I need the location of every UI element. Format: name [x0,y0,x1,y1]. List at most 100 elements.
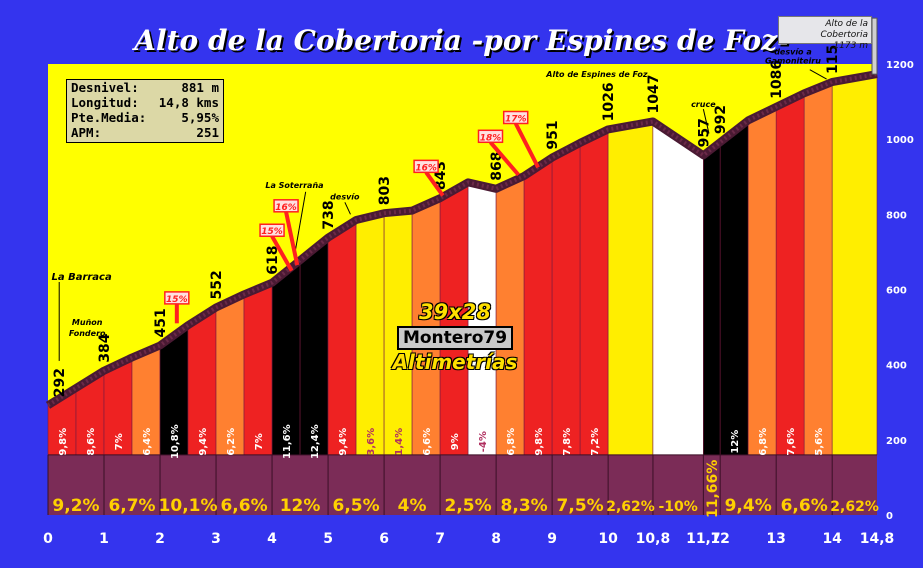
place-label: desvío [330,192,360,201]
stat-row: APM: 251 [67,125,223,140]
km-grade-label: 7,5% [557,496,604,516]
author-badge: Montero79 [396,326,514,350]
summit-altitude: 1173 m [833,41,868,51]
place-label: Alto de Espines de Foz [545,70,648,79]
place-label: La Barraca [51,272,112,283]
segment-grade-label: 6,4% [142,428,153,456]
steep-flag-label: 17% [505,114,527,124]
km-grade-label: 2,5% [445,496,492,516]
segment-grade-label: 6,8% [758,428,769,456]
segment-grade-label: 9% [450,433,461,450]
km-grade-label: 6,6% [781,496,828,516]
x-tick-label: 2 [155,531,165,547]
gradient-segment [607,121,654,456]
segment-grade-label: 6,2% [226,428,237,456]
km-grade-label: -10% [658,499,697,515]
altitude-label: 451 [153,308,169,337]
steep-flag-label: 15% [166,295,188,305]
stat-value: 14,8 kms [158,95,219,110]
km-grade-label: 9,4% [725,496,772,516]
gradient-segment [652,120,704,456]
km-grade-label: 6,5% [332,496,379,516]
steep-flag [273,199,299,213]
gradient-segment [747,106,777,456]
x-tick-label: 10,8 [636,531,671,547]
steep-flag-label: 15% [261,227,283,237]
segment-grade-label: 7,6% [786,428,797,456]
steep-flag-pole [424,171,445,197]
place-label: Fondero [69,329,106,338]
steep-flag-pole [270,235,294,272]
stat-row: Desnivel: 881 m [67,80,223,95]
place-label: cruce [691,100,716,109]
x-tick-label: 5 [323,531,333,547]
place-label: desvío a [774,48,812,57]
stat-value: 881 m [181,80,219,95]
steep-flag-label: 16% [415,163,437,173]
watermark: 39x28 Montero79 Altimetrías [380,300,530,374]
x-tick-label: 1 [99,531,109,547]
segment-grade-label: 9,8% [534,428,545,456]
km-grade-label: 4% [398,496,427,516]
km-grade-label: 6,6% [220,496,267,516]
x-tick-label: 14,8 [860,531,895,547]
altitude-label: 738 [321,200,337,229]
altitude-label: 868 [489,152,505,181]
y-tick-label: 1000 [886,135,914,146]
y-tick-label: 1200 [886,60,914,71]
x-tick-label: 11,7 [686,531,721,547]
segment-grade-label: -4% [478,431,489,452]
altitude-label: 1026 [601,82,617,121]
steep-flag-label: 16% [275,203,297,213]
x-tick-label: 4 [267,531,277,547]
x-tick-label: 12 [710,531,729,547]
stats-box: Desnivel: 881 m Longitud: 14,8 kms Pte.Med… [66,79,224,143]
steep-flag-label: 18% [480,133,502,143]
km-grade-label: 11,66% [705,460,721,518]
gradient-segment [551,142,581,456]
segment-grade-label: 11,6% [282,424,293,459]
gradient-segment [299,236,329,456]
gradient-segment [579,128,609,456]
altitude-label: 618 [265,246,281,275]
km-grade-label: 10,1% [159,496,218,516]
segment-grade-label: 7,8% [562,428,573,456]
summit-label-box: Alto de la Cobertoria 1173 m [778,16,872,51]
segment-grade-label: 10,8% [170,424,181,459]
gear-ratio: 39x28 [419,300,491,324]
x-tick-label: 10 [598,531,618,547]
altitude-label: 292 [52,368,68,397]
steep-flag [164,291,190,305]
segment-grade-label: 7% [254,433,265,450]
segment-grade-label: 6,6% [422,428,433,456]
altitude-label: 1152 [825,35,841,74]
segment-grade-label: 7% [114,433,125,450]
stat-label: Longitud: [71,95,139,110]
annotation-leader [293,191,307,256]
segment-grade-label: 8,6% [86,428,97,456]
gradient-segment [243,282,273,456]
km-grade-label: 2,62% [606,499,655,515]
x-tick-label: 0 [43,531,53,547]
altitude-label: 552 [209,270,225,299]
stat-value: 5,95% [181,110,219,125]
stat-label: Pte.Media: [71,110,147,125]
x-tick-label: 7 [435,531,445,547]
summit-marker [871,17,878,75]
x-tick-label: 13 [766,531,785,547]
altitude-label: 992 [713,105,729,134]
place-label: Muñon [72,318,103,327]
annotation-leader [702,108,710,134]
km-grade-label: 6,7% [108,496,155,516]
gradient-segment [719,119,749,456]
steep-flag [259,223,285,237]
steep-flag [477,129,504,144]
stat-row: Pte.Media: 5,95% [67,110,223,125]
y-tick-label: 400 [886,361,907,372]
segment-grade-label: 9,4% [338,428,349,456]
segment-grade-label: 5,6% [814,428,825,456]
steep-flag-pole [488,140,521,177]
altitude-label: 1086 [769,60,785,99]
place-label: La Soterraña [265,181,323,190]
altitude-label: 803 [377,176,393,205]
